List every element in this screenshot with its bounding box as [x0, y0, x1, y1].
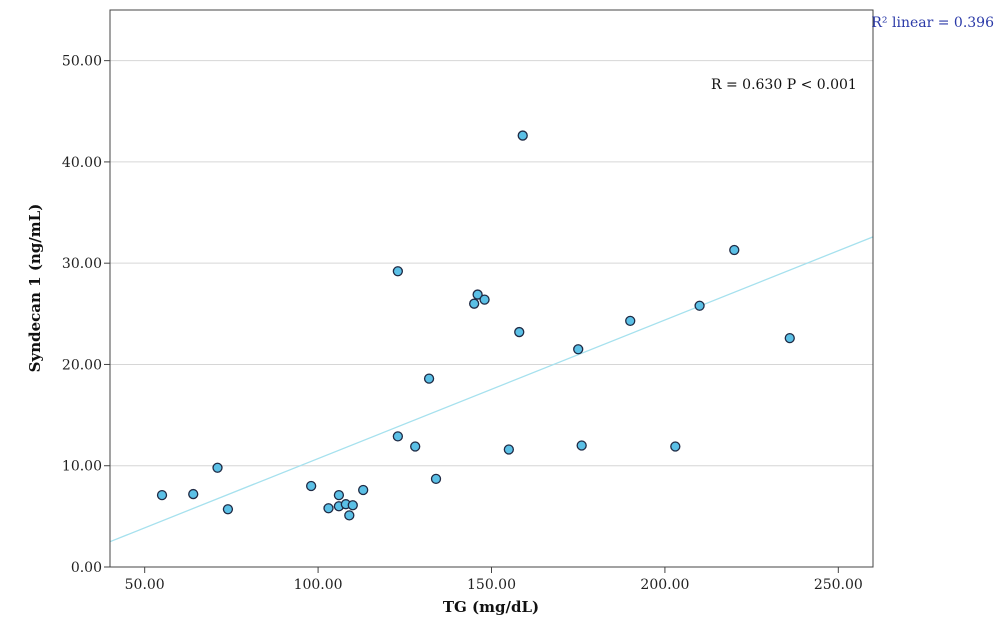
plot-frame: [109, 9, 874, 568]
data-point: [503, 444, 514, 455]
data-point: [410, 441, 421, 452]
data-point: [576, 440, 587, 451]
data-point: [423, 373, 435, 384]
y-tick-label: 50.00: [62, 54, 102, 70]
data-point: [472, 289, 483, 300]
data-point: [625, 315, 636, 327]
data-point: [694, 300, 705, 311]
data-point: [469, 298, 480, 309]
data-points: [156, 130, 795, 521]
data-point: [333, 489, 345, 501]
y-tick-label: 10.00: [62, 459, 102, 475]
y-tick-label: 40.00: [62, 155, 102, 171]
y-tick-label: 20.00: [62, 357, 102, 373]
data-point: [212, 462, 223, 473]
x-tick-label: 250.00: [814, 577, 863, 593]
r-squared-label: R² linear = 0.396: [871, 15, 994, 31]
data-point: [358, 484, 369, 496]
data-point: [670, 441, 681, 452]
x-tick-label: 200.00: [640, 577, 689, 593]
data-point: [392, 431, 404, 442]
linear-fit-line: [109, 236, 874, 543]
x-axis-ticks: 50.00 100.00 150.00 200.00 250.00: [125, 567, 863, 593]
x-tick-label: 150.00: [467, 577, 516, 593]
data-point: [392, 266, 404, 277]
y-tick-label: 0.00: [71, 560, 102, 576]
data-point: [514, 326, 525, 338]
y-tick-label: 30.00: [62, 256, 102, 272]
data-point: [306, 480, 317, 492]
data-point: [517, 130, 528, 141]
grid-lines: [110, 60, 873, 568]
y-axis-title: Syndecan 1 (ng/mL): [26, 204, 44, 373]
data-point: [430, 473, 442, 485]
x-tick-label: 50.00: [125, 577, 165, 593]
x-tick-label: 100.00: [294, 577, 343, 593]
correlation-annotation: R = 0.630 P < 0.001: [711, 77, 857, 93]
data-point: [573, 344, 584, 355]
data-point: [347, 500, 358, 511]
data-point: [479, 294, 490, 305]
data-point: [729, 244, 740, 256]
data-point: [222, 504, 234, 515]
data-point: [784, 332, 795, 344]
data-point: [344, 510, 355, 521]
y-axis-ticks: 0.00 10.00 20.00 30.00 40.00 50.00: [62, 54, 110, 576]
data-point: [323, 503, 334, 514]
data-point: [156, 489, 168, 501]
data-point: [188, 488, 199, 500]
x-axis-title: TG (mg/dL): [443, 598, 539, 616]
